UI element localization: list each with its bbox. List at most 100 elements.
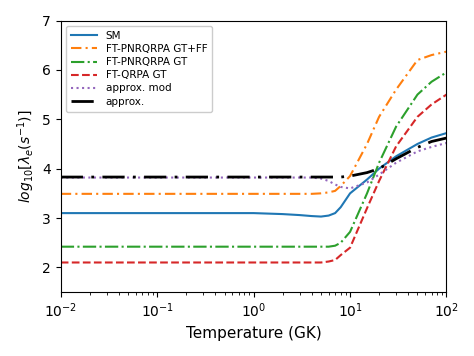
SM [376, 167, 382, 171]
FT-PNRQRPA GT+FF [297, 192, 302, 196]
FT-PNRQRPA GT+FF [326, 190, 331, 194]
FT-PNRQRPA GT+FF [338, 184, 344, 188]
FT-PNRQRPA GT [444, 70, 449, 74]
SM [364, 177, 370, 182]
approx. mod [297, 176, 302, 180]
SM [309, 214, 315, 218]
approx. [251, 175, 256, 179]
approx. [338, 175, 344, 179]
FT-PNRQRPA GT+FF [309, 192, 315, 196]
Line: FT-PNRQRPA GT+FF: FT-PNRQRPA GT+FF [61, 52, 447, 194]
approx. [222, 175, 228, 179]
approx. mod [280, 176, 285, 180]
approx. [428, 139, 434, 143]
FT-PNRQRPA GT [428, 80, 434, 84]
approx. [297, 175, 302, 179]
FT-QRPA GT [376, 179, 382, 183]
approx. [376, 167, 382, 171]
approx. [444, 136, 449, 140]
approx. [58, 175, 64, 179]
FT-PNRQRPA GT [338, 241, 344, 245]
SM [155, 211, 160, 215]
SM [280, 212, 285, 216]
FT-QRPA GT [297, 260, 302, 265]
FT-QRPA GT [251, 260, 256, 265]
FT-PNRQRPA GT+FF [58, 192, 64, 196]
FT-PNRQRPA GT [326, 245, 331, 249]
approx. mod [58, 176, 64, 180]
SM [318, 214, 324, 219]
FT-PNRQRPA GT+FF [376, 115, 382, 119]
Line: approx. mod: approx. mod [61, 143, 447, 188]
FT-PNRQRPA GT+FF [364, 142, 370, 146]
approx. mod [444, 141, 449, 145]
Legend: SM, FT-PNRQRPA GT+FF, FT-PNRQRPA GT, FT-QRPA GT, approx. mod, approx.: SM, FT-PNRQRPA GT+FF, FT-PNRQRPA GT, FT-… [66, 26, 212, 112]
FT-PNRQRPA GT+FF [428, 53, 434, 57]
FT-PNRQRPA GT [376, 161, 382, 165]
approx. mod [309, 176, 315, 180]
FT-QRPA GT [58, 260, 64, 265]
Line: approx.: approx. [61, 138, 447, 177]
Line: FT-PNRQRPA GT: FT-PNRQRPA GT [61, 72, 447, 247]
SM [428, 135, 434, 140]
FT-QRPA GT [364, 206, 370, 210]
approx. [364, 171, 370, 175]
SM [222, 211, 228, 215]
approx. [332, 175, 338, 179]
approx. mod [222, 176, 228, 180]
approx. [415, 145, 420, 150]
FT-PNRQRPA GT+FF [347, 174, 353, 178]
approx. [309, 175, 315, 179]
approx. [326, 175, 331, 179]
FT-QRPA GT [318, 260, 324, 265]
SM [125, 211, 131, 215]
FT-PNRQRPA GT [415, 93, 420, 97]
FT-PNRQRPA GT [309, 245, 315, 249]
FT-QRPA GT [428, 102, 434, 106]
FT-QRPA GT [155, 260, 160, 265]
FT-PNRQRPA GT [58, 245, 64, 249]
FT-QRPA GT [309, 260, 315, 265]
SM [251, 211, 256, 215]
FT-PNRQRPA GT [125, 245, 131, 249]
FT-PNRQRPA GT+FF [155, 192, 160, 196]
approx. mod [415, 149, 420, 153]
approx. mod [376, 172, 382, 177]
approx. [347, 174, 353, 178]
FT-PNRQRPA GT [332, 244, 338, 248]
FT-PNRQRPA GT+FF [393, 88, 399, 92]
FT-PNRQRPA GT [364, 191, 370, 195]
Y-axis label: $log_{10}[\lambda_e(s^{-1})]$: $log_{10}[\lambda_e(s^{-1})]$ [15, 110, 36, 203]
SM [58, 211, 64, 215]
FT-QRPA GT [326, 260, 331, 264]
approx. mod [428, 145, 434, 149]
FT-PNRQRPA GT+FF [444, 49, 449, 54]
approx. mod [393, 161, 399, 165]
approx. mod [332, 182, 338, 187]
FT-PNRQRPA GT [318, 245, 324, 249]
FT-PNRQRPA GT [251, 245, 256, 249]
Line: FT-QRPA GT: FT-QRPA GT [61, 95, 447, 262]
FT-PNRQRPA GT+FF [415, 58, 420, 62]
FT-PNRQRPA GT+FF [251, 192, 256, 196]
FT-PNRQRPA GT [347, 230, 353, 234]
approx. [280, 175, 285, 179]
approx. mod [326, 179, 331, 183]
FT-PNRQRPA GT+FF [125, 192, 131, 196]
SM [444, 131, 449, 135]
FT-QRPA GT [338, 253, 344, 257]
SM [326, 214, 331, 218]
SM [393, 154, 399, 158]
FT-PNRQRPA GT+FF [222, 192, 228, 196]
X-axis label: Temperature (GK): Temperature (GK) [186, 326, 321, 341]
FT-PNRQRPA GT+FF [332, 189, 338, 193]
SM [338, 205, 344, 209]
approx. mod [318, 177, 324, 181]
FT-QRPA GT [444, 93, 449, 97]
approx. mod [364, 180, 370, 185]
Line: SM: SM [61, 133, 447, 216]
FT-QRPA GT [393, 144, 399, 148]
SM [415, 142, 420, 146]
approx. mod [251, 176, 256, 180]
FT-QRPA GT [222, 260, 228, 265]
